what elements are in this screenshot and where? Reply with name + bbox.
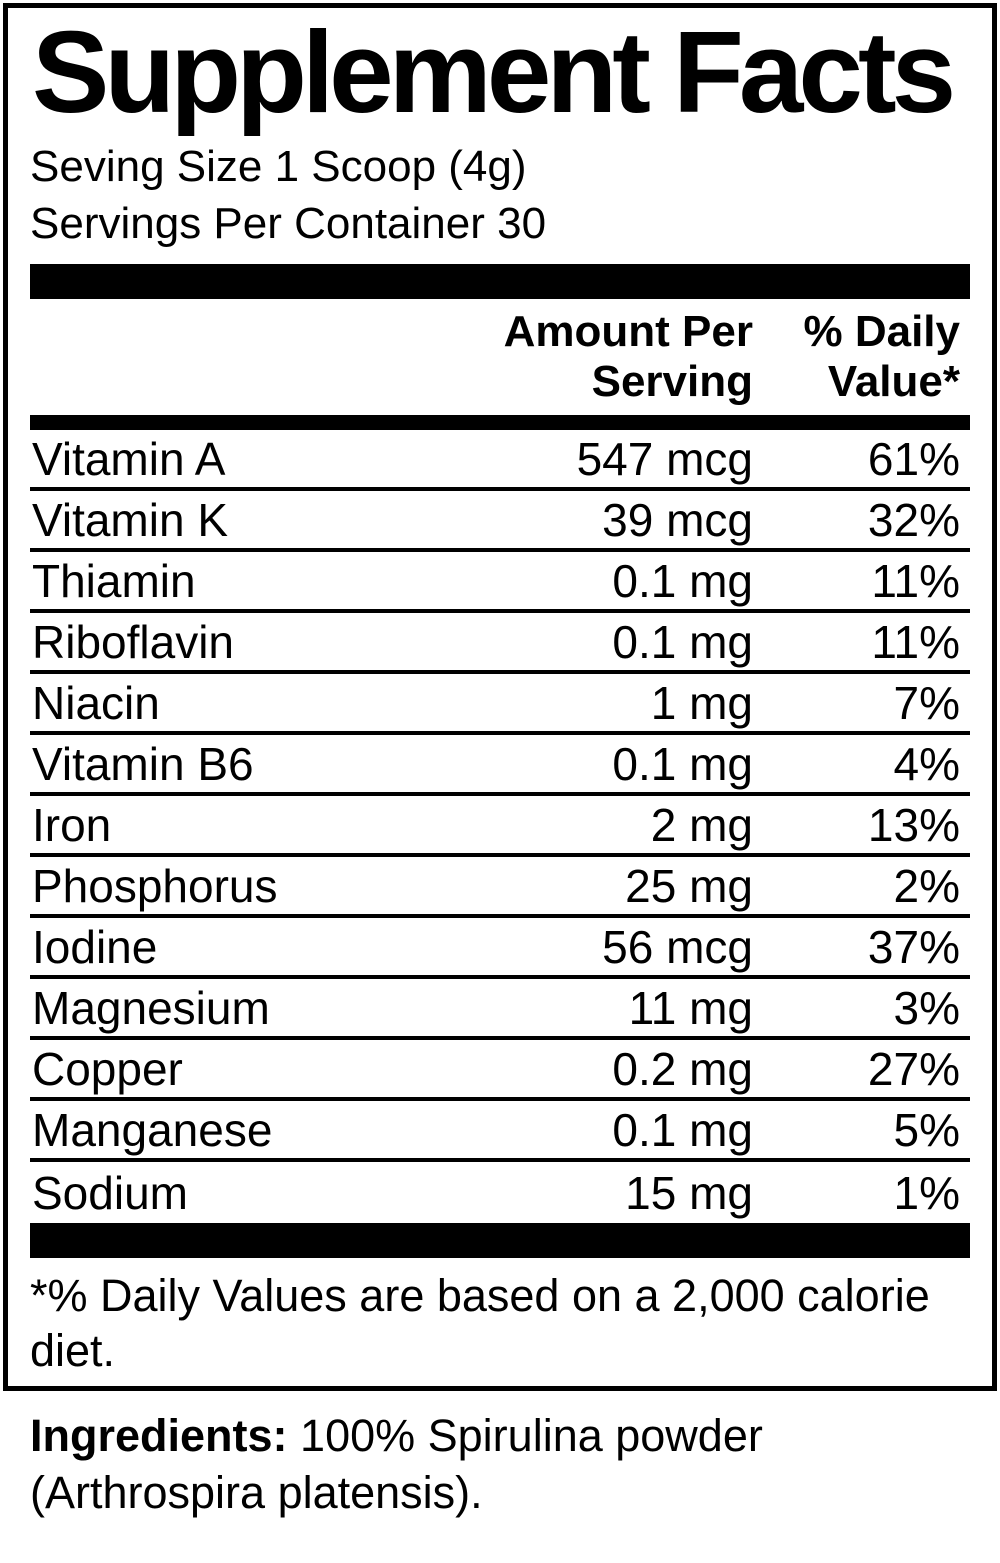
nutrient-row: Vitamin B6 0.1 mg 4% — [30, 735, 970, 796]
table-header-row: Amount Per Serving % Daily Value* — [30, 307, 970, 407]
nutrient-name: Phosphorus — [32, 859, 278, 912]
nutrient-amount: 547 mcg — [576, 432, 753, 485]
nutrient-name: Magnesium — [32, 981, 270, 1034]
servings-per-container: Servings Per Container 30 — [30, 199, 547, 248]
panel-title: Supplement Facts — [32, 7, 956, 137]
nutrient-name: Vitamin K — [32, 493, 229, 546]
thick-divider-bottom — [30, 1223, 970, 1258]
nutrient-name: Manganese — [32, 1103, 273, 1156]
nutrient-row: Magnesium 11 mg 3% — [30, 979, 970, 1040]
nutrient-row: Thiamin 0.1 mg 11% — [30, 552, 970, 613]
nutrient-daily-value: 5% — [893, 1103, 960, 1156]
nutrient-daily-value: 4% — [893, 737, 960, 790]
nutrient-daily-value: 32% — [867, 493, 960, 546]
serving-info: Seving Size 1 Scoop (4g) Servings Per Co… — [30, 138, 970, 252]
nutrient-daily-value: 3% — [893, 981, 960, 1034]
thick-divider-top — [30, 264, 970, 299]
nutrient-amount: 0.1 mg — [612, 554, 753, 607]
nutrient-name: Niacin — [32, 676, 160, 729]
header-amount-per-serving: Amount Per Serving — [473, 307, 753, 407]
nutrient-name: Iodine — [32, 920, 158, 973]
nutrient-amount: 39 mcg — [602, 493, 753, 546]
daily-value-footnote: *% Daily Values are based on a 2,000 cal… — [30, 1270, 930, 1376]
header-spacer — [30, 307, 473, 407]
nutrient-table: Vitamin A 547 mcg 61% Vitamin K 39 mcg 3… — [30, 430, 970, 1223]
nutrient-row: Phosphorus 25 mg 2% — [30, 857, 970, 918]
nutrient-amount: 0.1 mg — [612, 1103, 753, 1156]
nutrient-name: Riboflavin — [32, 615, 234, 668]
nutrient-name: Thiamin — [32, 554, 196, 607]
nutrient-row: Manganese 0.1 mg 5% — [30, 1101, 970, 1162]
header-amount-line1: Amount Per — [503, 307, 753, 356]
nutrient-name: Sodium — [32, 1166, 188, 1219]
nutrient-amount: 2 mg — [650, 798, 753, 851]
nutrient-daily-value: 11% — [871, 554, 960, 607]
nutrient-amount: 0.2 mg — [612, 1042, 753, 1095]
nutrient-row: Vitamin A 547 mcg 61% — [30, 430, 970, 491]
nutrient-name: Iron — [32, 798, 112, 851]
header-dv-line2: Value* — [827, 357, 960, 406]
nutrient-amount: 0.1 mg — [612, 615, 753, 668]
header-amount-line2: Serving — [591, 357, 753, 406]
nutrient-name: Copper — [32, 1042, 183, 1095]
nutrient-daily-value: 1% — [893, 1166, 960, 1219]
ingredients-text: 100% Spirulina powder (Arthrospira plate… — [30, 1410, 763, 1518]
nutrient-daily-value: 11% — [871, 615, 960, 668]
header-divider — [30, 415, 970, 430]
nutrient-row: Iodine 56 mcg 37% — [30, 918, 970, 979]
nutrient-daily-value: 7% — [893, 676, 960, 729]
serving-size: Seving Size 1 Scoop (4g) — [30, 142, 527, 191]
nutrient-row: Vitamin K 39 mcg 32% — [30, 491, 970, 552]
nutrient-name: Vitamin B6 — [32, 737, 254, 790]
header-daily-value: % Daily Value* — [753, 307, 970, 407]
nutrient-amount: 15 mg — [625, 1166, 753, 1219]
nutrient-name: Vitamin A — [32, 432, 226, 485]
nutrient-amount: 56 mcg — [602, 920, 753, 973]
nutrient-row: Copper 0.2 mg 27% — [30, 1040, 970, 1101]
supplement-facts-panel: Supplement Facts Seving Size 1 Scoop (4g… — [3, 3, 997, 1391]
nutrient-daily-value: 2% — [893, 859, 960, 912]
nutrient-amount: 25 mg — [625, 859, 753, 912]
nutrient-row: Niacin 1 mg 7% — [30, 674, 970, 735]
nutrient-daily-value: 27% — [867, 1042, 960, 1095]
header-dv-line1: % Daily — [803, 307, 960, 356]
nutrient-daily-value: 61% — [867, 432, 960, 485]
nutrient-amount: 0.1 mg — [612, 737, 753, 790]
nutrient-amount: 1 mg — [650, 676, 753, 729]
nutrient-row: Sodium 15 mg 1% — [30, 1162, 970, 1223]
nutrient-row: Iron 2 mg 13% — [30, 796, 970, 857]
nutrient-row: Riboflavin 0.1 mg 11% — [30, 613, 970, 674]
ingredients-statement: Ingredients: 100% Spirulina powder (Arth… — [30, 1407, 970, 1521]
nutrient-daily-value: 37% — [867, 920, 960, 973]
ingredients-label: Ingredients: — [30, 1410, 288, 1461]
nutrient-amount: 11 mg — [628, 981, 753, 1034]
nutrient-daily-value: 13% — [867, 798, 960, 851]
